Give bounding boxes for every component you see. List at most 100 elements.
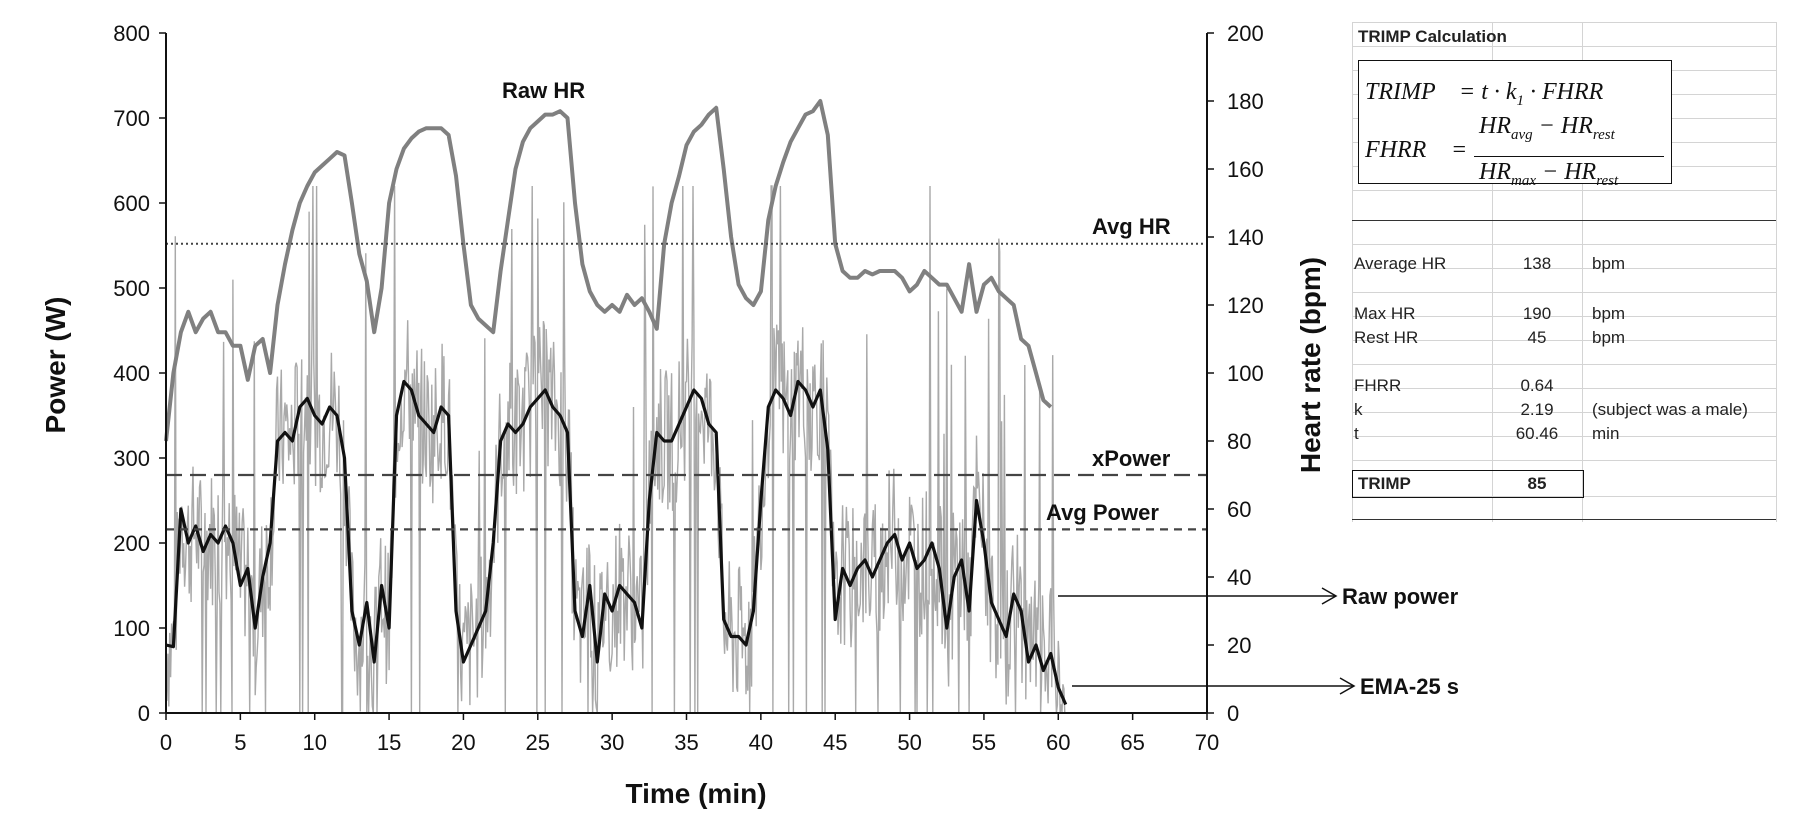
ema-arrow <box>1072 677 1356 695</box>
row-label-average-hr: Average HR <box>1354 254 1447 273</box>
row-value-t: 60.46 <box>1515 424 1559 443</box>
x-tick-label: 20 <box>451 730 475 755</box>
formula-eq-fhrr: = <box>1451 137 1468 163</box>
x-tick-label: 50 <box>897 730 921 755</box>
y-left-tick-label: 700 <box>113 106 150 131</box>
x-tick-label: 65 <box>1120 730 1144 755</box>
sheet-row-line <box>1352 46 1776 47</box>
annotation-ema: EMA-25 s <box>1360 674 1459 699</box>
row-label-fhrr: FHRR <box>1354 376 1402 395</box>
x-tick-label: 25 <box>526 730 550 755</box>
row-label-k: k <box>1354 400 1363 419</box>
row-unit-t: min <box>1592 424 1620 443</box>
x-tick-label: 60 <box>1046 730 1070 755</box>
sheet-row-line <box>1352 436 1776 437</box>
row-value-rest-hr: 45 <box>1527 328 1547 347</box>
row-value-average-hr: 138 <box>1522 254 1552 273</box>
formula-lhs-fhrr: FHRR <box>1365 137 1427 163</box>
y-right-tick-label: 0 <box>1227 701 1239 726</box>
trimp-result-label: TRIMP <box>1358 474 1411 493</box>
y-right-tick-label: 200 <box>1227 21 1264 46</box>
sheet-row-line <box>1352 292 1776 293</box>
row-value-fhrr: 0.64 <box>1520 376 1554 395</box>
sheet-row-line <box>1352 496 1776 497</box>
y-right-tick-label: 20 <box>1227 633 1251 658</box>
x-tick-label: 45 <box>823 730 847 755</box>
trimp-result-value: 85 <box>1527 474 1547 493</box>
sheet-row-line <box>1352 340 1776 341</box>
raw-power-arrow <box>1058 587 1338 605</box>
raw-hr-line <box>164 99 1053 442</box>
row-unit-max-hr: bpm <box>1592 304 1626 323</box>
sheet-row-line <box>1352 244 1776 245</box>
sheet-column-line <box>1776 22 1777 522</box>
y-right-tick-label: 120 <box>1227 293 1264 318</box>
right-axis-title: Heart rate (bpm) <box>1295 257 1326 473</box>
x-axis-title: Time (min) <box>625 778 766 809</box>
row-label-rest-hr: Rest HR <box>1354 328 1419 347</box>
ema-25s-series <box>165 379 1068 706</box>
chart-axes: 0 5 10 15 20 25 30 35 40 45 50 55 60 65 70010020030040… <box>113 21 1263 755</box>
y-left-tick-label: 300 <box>113 446 150 471</box>
sheet-bottom-border <box>1352 519 1776 520</box>
y-right-tick-label: 160 <box>1227 157 1264 182</box>
sheet-column-line <box>1492 22 1493 522</box>
trimp-result-box <box>1352 470 1584 498</box>
annotation-xpower: xPower <box>1092 446 1171 471</box>
y-right-tick-label: 180 <box>1227 89 1264 114</box>
sheet-column-line <box>1352 22 1353 522</box>
raw-power-series <box>165 185 1066 714</box>
row-value-max-hr: 190 <box>1522 304 1552 323</box>
trimp-formula: TRIMP = t · k1 · FHRR FHRR = HRavg − HRr… <box>1358 60 1672 189</box>
formula-lhs-trimp: TRIMP <box>1365 79 1436 105</box>
y-left-tick-label: 400 <box>113 361 150 386</box>
y-left-tick-label: 600 <box>113 191 150 216</box>
sheet-row-line <box>1352 460 1776 461</box>
sheet-row-line <box>1352 412 1776 413</box>
x-tick-label: 15 <box>377 730 401 755</box>
x-tick-label: 30 <box>600 730 624 755</box>
row-label-max-hr: Max HR <box>1354 304 1416 323</box>
formula-rhs-trimp: = t · k1 · FHRR <box>1459 79 1604 109</box>
sheet-row-line <box>1352 316 1776 317</box>
trimp-calculation-sheet: TRIMP Calculation TRIMP = t · k1 · FHRR … <box>1352 22 1777 522</box>
row-unit-rest-hr: bpm <box>1592 328 1626 347</box>
x-tick-label: 40 <box>749 730 773 755</box>
annotation-raw-hr: Raw HR <box>502 78 585 103</box>
y-right-tick-label: 140 <box>1227 225 1264 250</box>
y-left-tick-label: 100 <box>113 616 150 641</box>
y-left-tick-label: 500 <box>113 276 150 301</box>
sheet-column-line <box>1582 22 1583 522</box>
trimp-title: TRIMP Calculation <box>1358 27 1507 46</box>
row-unit-average-hr: bpm <box>1592 254 1626 273</box>
formula-fraction-bar <box>1474 156 1664 157</box>
x-tick-label: 0 <box>160 730 172 755</box>
raw-hr-series <box>164 99 1053 442</box>
x-tick-label: 55 <box>972 730 996 755</box>
y-left-tick-label: 800 <box>113 21 150 46</box>
y-left-tick-label: 200 <box>113 531 150 556</box>
x-tick-label: 35 <box>674 730 698 755</box>
reference-lines <box>166 242 1207 531</box>
formula-denominator: HRmax − HRrest <box>1479 159 1619 189</box>
ema-25s-line <box>165 379 1068 706</box>
sheet-row-line <box>1352 190 1776 191</box>
annotation-avg-power: Avg Power <box>1046 500 1159 525</box>
x-tick-label: 70 <box>1195 730 1219 755</box>
sheet-row-line <box>1352 268 1776 269</box>
row-label-t: t <box>1354 424 1359 443</box>
sheet-row-line <box>1352 364 1776 365</box>
row-value-k: 2.19 <box>1520 400 1554 419</box>
annotation-avg-hr: Avg HR <box>1092 214 1171 239</box>
x-tick-label: 10 <box>302 730 326 755</box>
left-axis-title: Power (W) <box>40 297 71 434</box>
y-right-tick-label: 80 <box>1227 429 1251 454</box>
formula-numerator: HRavg − HRrest <box>1479 113 1615 143</box>
x-tick-label: 5 <box>234 730 246 755</box>
y-right-tick-label: 100 <box>1227 361 1264 386</box>
row-unit-k: (subject was a male) <box>1592 400 1748 419</box>
sheet-separator <box>1352 220 1776 221</box>
raw-power-line <box>165 185 1066 714</box>
y-left-tick-label: 0 <box>138 701 150 726</box>
